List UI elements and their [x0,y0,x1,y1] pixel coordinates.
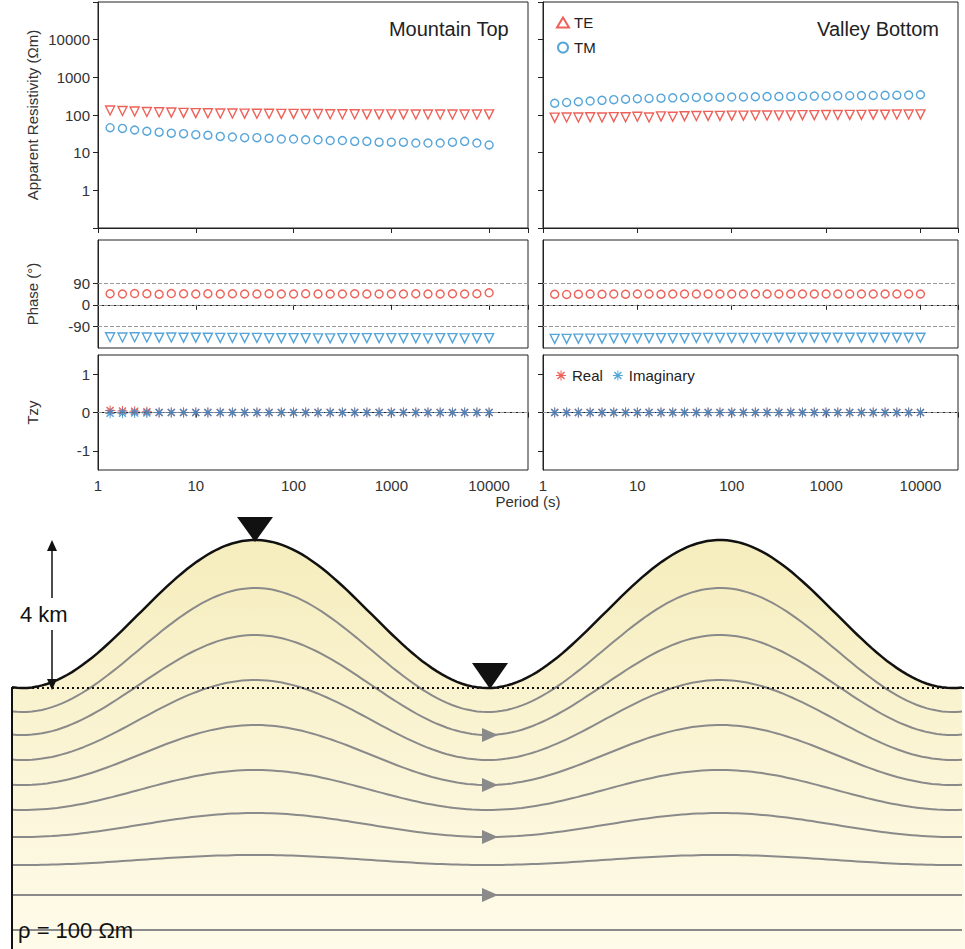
svg-text:Phase (°): Phase (°) [24,263,41,326]
svg-text:1000: 1000 [809,477,842,494]
svg-text:Real: Real [572,367,603,384]
svg-text:Imaginary: Imaginary [629,367,695,384]
svg-text:90: 90 [73,275,90,292]
svg-text:1: 1 [82,182,90,199]
svg-text:1: 1 [94,477,102,494]
svg-text:0: 0 [82,296,90,313]
svg-text:10: 10 [73,144,90,161]
svg-text:ρ = 100 Ωm: ρ = 100 Ωm [18,918,133,943]
svg-text:TE: TE [574,14,593,31]
svg-text:100: 100 [281,477,306,494]
svg-text:10000: 10000 [900,477,942,494]
svg-text:Period (s): Period (s) [495,493,560,510]
svg-text:-1: -1 [77,442,90,459]
svg-text:Tzy: Tzy [24,400,41,425]
svg-text:-90: -90 [68,318,90,335]
svg-text:1: 1 [82,366,90,383]
svg-text:10000: 10000 [48,31,90,48]
svg-text:1: 1 [539,477,547,494]
svg-text:TM: TM [574,39,596,56]
svg-text:4 km: 4 km [20,602,68,627]
svg-text:10000: 10000 [468,477,510,494]
svg-text:Valley Bottom: Valley Bottom [817,18,939,40]
svg-text:100: 100 [719,477,744,494]
svg-text:10: 10 [187,477,204,494]
svg-text:100: 100 [65,107,90,124]
svg-text:Apparent Resistivity (Ωm): Apparent Resistivity (Ωm) [24,30,41,200]
svg-text:0: 0 [82,404,90,421]
svg-text:Mountain Top: Mountain Top [389,18,509,40]
svg-text:1000: 1000 [375,477,408,494]
svg-text:10: 10 [629,477,646,494]
svg-text:1000: 1000 [57,69,90,86]
